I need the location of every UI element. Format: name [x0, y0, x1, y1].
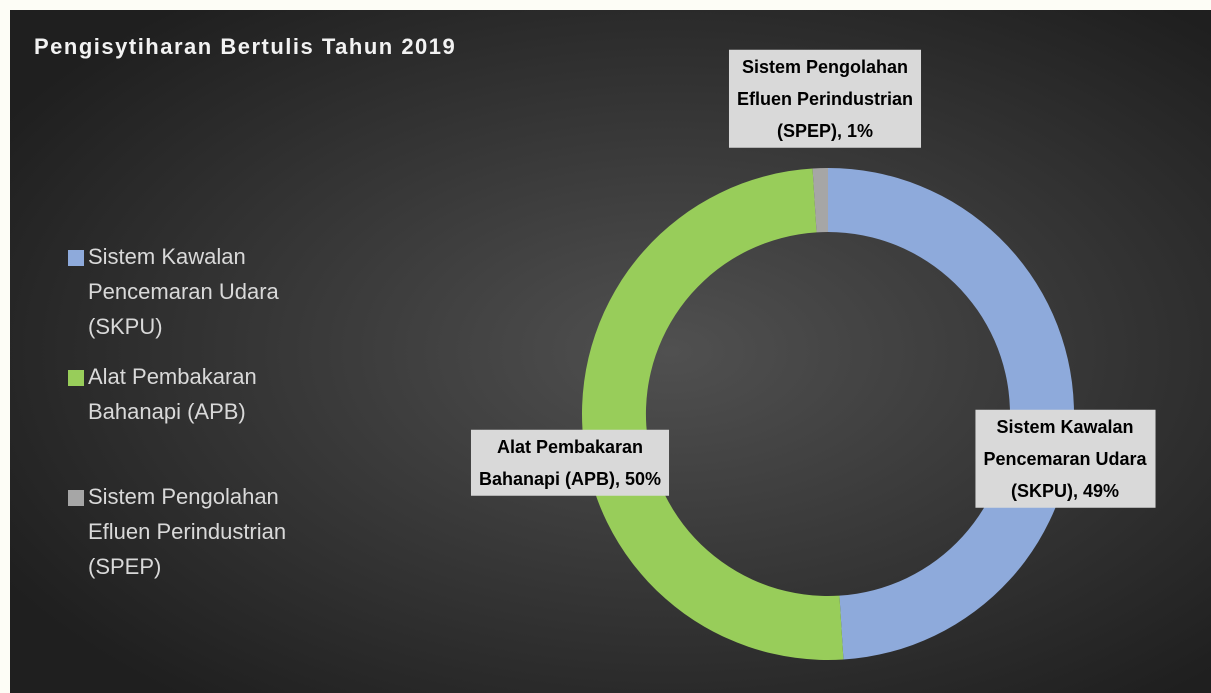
data-label-text: Sistem Pengolahan Efluen Perindustrian (SP…: [737, 57, 913, 141]
data-label-box: [470, 429, 670, 496]
legend-label: Alat Pembakaran Bahanapi (APB): [88, 364, 257, 424]
legend-swatch: [68, 370, 84, 386]
data-label: Sistem Pengolahan Efluen Perindustrian (SP…: [728, 49, 922, 148]
data-label-text: Alat Pembakaran Bahanapi (APB), 50%: [479, 437, 661, 489]
data-label-box: [728, 49, 922, 148]
legend-swatch: [68, 250, 84, 266]
data-label: Sistem Kawalan Pencemaran Udara (SKPU), 49…: [975, 409, 1156, 508]
donut-slice: [828, 168, 1074, 660]
data-label: Alat Pembakaran Bahanapi (APB), 50%: [470, 429, 670, 496]
legend-label: Sistem Pengolahan Efluen Perindustrian (SP…: [88, 484, 286, 579]
chart-title: Pengisytiharan Bertulis Tahun 2019: [34, 34, 456, 59]
donut-slice: [812, 168, 828, 233]
data-label-text: Sistem Kawalan Pencemaran Udara (SKPU), 49…: [983, 417, 1147, 501]
legend-swatch: [68, 490, 84, 506]
legend-label: Sistem Kawalan Pencemaran Udara (SKPU): [88, 244, 280, 339]
data-label-box: [975, 409, 1156, 508]
donut-slice: [582, 168, 844, 661]
